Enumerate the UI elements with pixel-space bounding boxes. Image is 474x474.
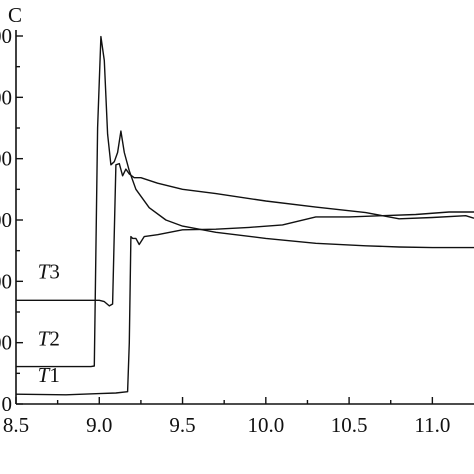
y-unit-label: C xyxy=(8,3,22,27)
x-tick-label: 10.5 xyxy=(331,413,368,437)
series-line-t3 xyxy=(16,162,474,307)
series-line-t2 xyxy=(16,35,474,368)
y-tick-label: 00 xyxy=(0,208,12,232)
series-group xyxy=(15,35,474,396)
axes: 00000000000008.59.09.510.010.511.0 xyxy=(0,24,474,437)
series-label-t3: T3 xyxy=(38,259,60,283)
x-tick-label: 9.5 xyxy=(169,413,195,437)
x-tick-label: 10.0 xyxy=(247,413,284,437)
series-line-t1 xyxy=(15,211,474,396)
x-tick-label: 11.0 xyxy=(414,413,450,437)
series-label-t2: T2 xyxy=(38,327,60,351)
x-tick-label: 8.5 xyxy=(3,413,29,437)
series-label-t1: T1 xyxy=(38,363,60,387)
y-tick-label: 00 xyxy=(0,85,12,109)
y-tick-label: 00 xyxy=(0,269,12,293)
x-tick-label: 9.0 xyxy=(86,413,112,437)
y-tick-label: 0 xyxy=(2,392,13,416)
y-tick-label: 00 xyxy=(0,24,12,48)
series-labels: T3 T2 T1 xyxy=(38,259,60,387)
y-tick-label: 00 xyxy=(0,147,12,171)
y-tick-label: 00 xyxy=(0,331,12,355)
